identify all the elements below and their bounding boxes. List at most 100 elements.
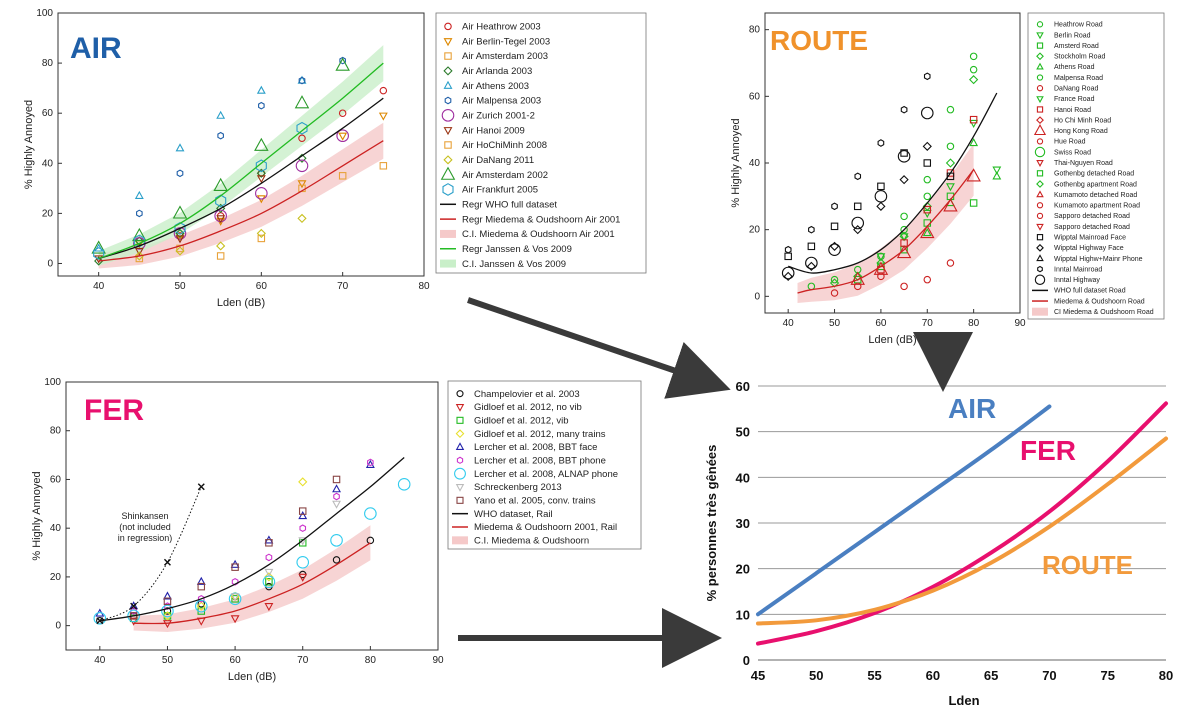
legend-item-hue-road: Hue Road bbox=[1054, 139, 1086, 146]
legend-swatch-marker bbox=[441, 109, 455, 122]
curve-miedema-oudshoorn-road bbox=[797, 169, 975, 294]
legend-item-gothenbg-detached-road: Gothenbg detached Road bbox=[1054, 171, 1134, 178]
point-lercher-et-al-2008-bbt-face bbox=[129, 601, 139, 610]
summary-x-tick-label: 70 bbox=[1042, 668, 1056, 683]
point-air-heathrow-2003 bbox=[338, 109, 347, 117]
point-air-amsterdam-2002 bbox=[294, 95, 310, 109]
summary-x-tick-label: 50 bbox=[809, 668, 823, 683]
point-danang-road bbox=[946, 259, 955, 267]
point-air-berlin-tegel-2003 bbox=[297, 180, 307, 189]
legend-swatch-marker bbox=[1036, 160, 1044, 167]
legend-swatch-marker bbox=[1036, 254, 1044, 262]
chart-title-fer: FER bbox=[84, 394, 144, 427]
curve-regr-janssen-vos-2009 bbox=[98, 62, 384, 260]
legend-swatch-marker bbox=[1036, 42, 1044, 49]
y-axis-label: % Highly Annoyed bbox=[23, 100, 35, 189]
summary-y-tick-label: 60 bbox=[736, 379, 750, 394]
legend-swatch-marker bbox=[456, 390, 464, 398]
legend-item-stockholm-road: Stockholm Road bbox=[1054, 54, 1105, 61]
annotation-line: (not included bbox=[119, 522, 171, 532]
point-danang-road bbox=[830, 289, 839, 297]
legend-item-gidloef-et-al-2012-vib: Gidloef et al. 2012, vib bbox=[474, 416, 569, 427]
point-air-hanoi-2009 bbox=[94, 255, 104, 264]
point-air-amsterdam-2003 bbox=[257, 234, 266, 243]
legend-item-air-athens-2003: Air Athens 2003 bbox=[462, 81, 529, 92]
legend-swatch-marker bbox=[455, 429, 465, 439]
annotation-shinkansen: Shinkansen (not included in regression) bbox=[118, 511, 173, 543]
point-air-frankfurt-2005 bbox=[93, 247, 105, 260]
legend-swatch-marker bbox=[1036, 85, 1044, 92]
legend-swatch-marker bbox=[443, 66, 453, 76]
point-wipptal-highway-face bbox=[876, 201, 886, 211]
legend-swatch-marker bbox=[1036, 62, 1044, 70]
y-tick-label: 20 bbox=[749, 225, 761, 236]
curve-who-dataset-rail bbox=[99, 457, 405, 622]
point-lercher-et-al-2008-bbt-face bbox=[163, 591, 172, 600]
point-inntal-highway bbox=[828, 243, 841, 256]
route-chart: 40 50 60 70 80 90 0 20 40 60 80 Lden (dB) % Highly A… bbox=[730, 12, 1165, 346]
point-air-amsterdam-2002 bbox=[91, 240, 106, 254]
legend-item-air-frankfurt-2005: Air Frankfurt 2005 bbox=[462, 185, 538, 196]
summary-x-tick-label: 80 bbox=[1159, 668, 1173, 683]
point-hanoi-road bbox=[923, 205, 932, 214]
summary-y-tick-label: 30 bbox=[736, 516, 750, 531]
legend-item-air-heathrow-2003: Air Heathrow 2003 bbox=[462, 22, 541, 33]
legend-item-air-berlin-tegel-2003: Air Berlin-Tegel 2003 bbox=[462, 36, 550, 47]
point-malpensa-road bbox=[946, 105, 955, 114]
x-tick-label: 70 bbox=[922, 318, 934, 329]
point-wipptal-highway-face bbox=[899, 175, 909, 185]
legend-item-who-dataset-rail: WHO dataset, Rail bbox=[474, 509, 553, 520]
legend-item-hanoi-road: Hanoi Road bbox=[1054, 107, 1091, 114]
y-tick-label: 20 bbox=[42, 208, 54, 219]
legend-swatch-marker bbox=[455, 442, 465, 450]
legend-swatch-marker bbox=[456, 456, 464, 464]
y-tick-label: 20 bbox=[50, 572, 62, 583]
point-air-arlanda-2003 bbox=[256, 168, 266, 178]
point-inntal-highway bbox=[781, 266, 795, 280]
legend-item-athens-road: Athens Road bbox=[1054, 64, 1095, 71]
point-air-athens-2003 bbox=[216, 110, 226, 119]
point-air-heathrow-2003 bbox=[379, 86, 388, 95]
point-lercher-et-al-2008-alnap-phone bbox=[127, 609, 140, 623]
legend-swatch-marker bbox=[1034, 146, 1046, 158]
point-air-amsterdam-2002 bbox=[254, 137, 269, 151]
legend-item-sapporo-detached-road: Sapporo detached Road bbox=[1054, 213, 1130, 220]
point-hanoi-road bbox=[969, 115, 978, 124]
point-air-athens-2003 bbox=[256, 85, 266, 94]
legend-box bbox=[1027, 12, 1165, 320]
point-air-amsterdam-2002 bbox=[335, 57, 350, 71]
legend-swatch-marker bbox=[456, 496, 464, 504]
curve-regr-miedema-oudshoorn-air-2001 bbox=[98, 140, 384, 262]
point-athens-road bbox=[969, 138, 979, 147]
legend-swatch-marker bbox=[1036, 138, 1044, 145]
point-yano-et-al-2005-conv-trains bbox=[163, 597, 172, 606]
legend-swatch-marker bbox=[455, 404, 465, 412]
point-air-frankfurt-2005 bbox=[255, 159, 267, 173]
point-wipptal-mainroad-face bbox=[853, 202, 862, 211]
x-axis-label: Lden (dB) bbox=[228, 671, 276, 683]
legend-item-swiss-road: Swiss Road bbox=[1054, 149, 1091, 156]
legend-swatch-marker bbox=[1036, 234, 1044, 241]
legend-swatch-marker bbox=[444, 22, 452, 31]
annotation-line: Shinkansen bbox=[121, 511, 168, 521]
legend-swatch-marker bbox=[443, 127, 453, 136]
point-yano-et-al-2005-conv-trains bbox=[332, 475, 341, 484]
point-air-athens-2003 bbox=[134, 190, 144, 199]
x-axis-label: Lden (dB) bbox=[217, 297, 265, 309]
legend-item-heathrow-road: Heathrow Road bbox=[1054, 22, 1103, 29]
legend-swatch-band bbox=[1032, 307, 1048, 316]
legend-item-air-malpensa-2003: Air Malpensa 2003 bbox=[462, 96, 541, 107]
point-lercher-et-al-2008-alnap-phone bbox=[228, 592, 242, 606]
point-champelovier-et-al-2003 bbox=[332, 556, 341, 564]
point-air-zurich-2001-2 bbox=[336, 129, 349, 143]
point-air-arlanda-2003 bbox=[94, 256, 104, 266]
point-berlin-road bbox=[992, 166, 1002, 175]
point-heathrow-road bbox=[923, 192, 932, 201]
point-gidloef-et-al-2012-many-trains bbox=[196, 601, 206, 611]
legend-item-inntal-mainroad: Inntal Mainroad bbox=[1054, 266, 1102, 273]
y-tick-label: 100 bbox=[36, 8, 53, 19]
point-air-malpensa-2003 bbox=[298, 76, 306, 85]
point-berlin-road bbox=[876, 253, 886, 262]
legend-item-regr-janssen-vos-2009: Regr Janssen & Vos 2009 bbox=[462, 244, 572, 255]
curve-miedema-oudshoorn-2001-rail bbox=[133, 542, 371, 625]
